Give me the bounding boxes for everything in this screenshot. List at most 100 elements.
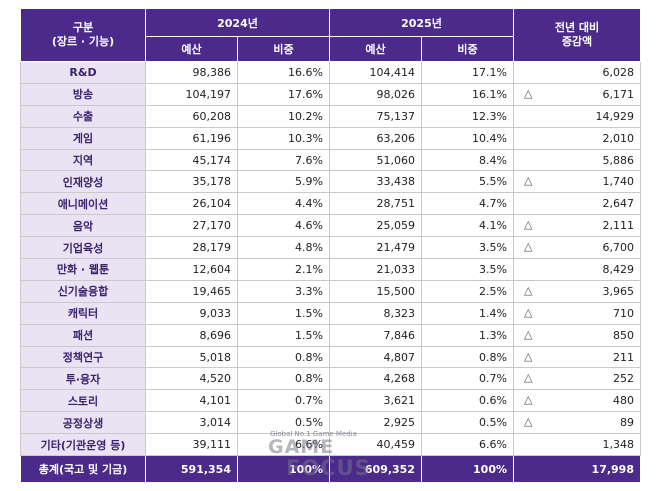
row-ratio-2025: 1.3%	[421, 323, 514, 347]
total-delta: 17,998	[513, 455, 641, 484]
row-ratio-2025: 0.5%	[421, 411, 514, 435]
row-ratio-2025: 4.1%	[421, 214, 514, 238]
row-name: 투·융자	[20, 367, 146, 391]
table-row: 기타(기관운영 등) 39,111 6.6% 40,459 6.6% 1,348	[20, 433, 641, 457]
row-ratio-2025: 12.3%	[421, 104, 514, 128]
header-category-line2: (장르 · 기능)	[51, 35, 115, 48]
decrease-triangle-icon: △	[524, 327, 533, 341]
total-row: 총계(국고 및 기금) 591,354 100% 609,352 100% 17…	[20, 455, 641, 484]
row-budget-2024: 19,465	[145, 279, 238, 303]
table-row: 신기술융합 19,465 3.3% 15,500 2.5% △ 3,965	[20, 279, 641, 303]
row-budget-2025: 40,459	[329, 433, 422, 457]
row-ratio-2024: 0.8%	[237, 345, 330, 369]
table-row: 스토리 4,101 0.7% 3,621 0.6% △ 480	[20, 389, 641, 413]
row-name: 게임	[20, 126, 146, 150]
row-budget-2024: 60,208	[145, 104, 238, 128]
row-ratio-2024: 0.7%	[237, 389, 330, 413]
row-ratio-2024: 4.8%	[237, 236, 330, 260]
header-category: 구분 (장르 · 기능)	[20, 8, 146, 62]
row-ratio-2024: 17.6%	[237, 82, 330, 106]
row-budget-2024: 4,101	[145, 389, 238, 413]
row-name: 음악	[20, 214, 146, 238]
row-delta-value: 710	[613, 306, 634, 320]
row-budget-2024: 104,197	[145, 82, 238, 106]
row-budget-2024: 39,111	[145, 433, 238, 457]
row-budget-2024: 4,520	[145, 367, 238, 391]
row-budget-2024: 28,179	[145, 236, 238, 260]
row-budget-2024: 8,696	[145, 323, 238, 347]
table-row: 수출 60,208 10.2% 75,137 12.3% 14,929	[20, 104, 641, 128]
table-row: 캐릭터 9,033 1.5% 8,323 1.4% △ 710	[20, 301, 641, 325]
row-name: 애니메이션	[20, 192, 146, 216]
row-delta-value: 3,965	[602, 284, 635, 298]
table-row: 만화 · 웹툰 12,604 2.1% 21,033 3.5% 8,429	[20, 258, 641, 281]
row-delta-value: 6,171	[602, 87, 635, 101]
table-row: 게임 61,196 10.3% 63,206 10.4% 2,010	[20, 126, 641, 150]
header-ratio-2024: 비중	[237, 36, 330, 62]
row-budget-2025: 4,807	[329, 345, 422, 369]
row-ratio-2025: 17.1%	[421, 61, 514, 84]
row-budget-2025: 33,438	[329, 170, 422, 194]
row-budget-2025: 3,621	[329, 389, 422, 413]
row-delta-value: 2,010	[602, 131, 635, 145]
table-footer: 총계(국고 및 기금) 591,354 100% 609,352 100% 17…	[20, 455, 641, 484]
row-budget-2025: 21,479	[329, 236, 422, 260]
row-ratio-2024: 0.5%	[237, 411, 330, 435]
row-delta: 2,010	[513, 126, 641, 150]
table-row: R&D 98,386 16.6% 104,414 17.1% 6,028	[20, 61, 641, 84]
decrease-triangle-icon: △	[524, 218, 533, 232]
header-budget-2025: 예산	[329, 36, 422, 62]
row-budget-2025: 4,268	[329, 367, 422, 391]
row-delta-value: 211	[613, 350, 634, 364]
row-budget-2025: 21,033	[329, 258, 422, 281]
row-name: 방송	[20, 82, 146, 106]
row-budget-2024: 45,174	[145, 148, 238, 172]
row-budget-2024: 3,014	[145, 411, 238, 435]
row-budget-2025: 98,026	[329, 82, 422, 106]
row-name: 기업육성	[20, 236, 146, 260]
row-name: 정책연구	[20, 345, 146, 369]
header-budget-2024: 예산	[145, 36, 238, 62]
row-delta: △ 6,700	[513, 236, 641, 260]
header-change-line2: 증감액	[561, 35, 593, 48]
table-row: 지역 45,174 7.6% 51,060 8.4% 5,886	[20, 148, 641, 172]
table-row: 정책연구 5,018 0.8% 4,807 0.8% △ 211	[20, 345, 641, 369]
decrease-triangle-icon: △	[524, 240, 533, 254]
table-row: 공정상생 3,014 0.5% 2,925 0.5% △ 89	[20, 411, 641, 435]
row-delta: △ 6,171	[513, 82, 641, 106]
row-ratio-2024: 2.1%	[237, 258, 330, 281]
row-name: 공정상생	[20, 411, 146, 435]
header-ratio-2025: 비중	[421, 36, 514, 62]
row-ratio-2024: 4.4%	[237, 192, 330, 216]
row-budget-2025: 15,500	[329, 279, 422, 303]
row-name: 스토리	[20, 389, 146, 413]
row-delta: 2,647	[513, 192, 641, 216]
row-ratio-2024: 5.9%	[237, 170, 330, 194]
row-name: 패션	[20, 323, 146, 347]
row-ratio-2024: 16.6%	[237, 61, 330, 84]
row-ratio-2025: 10.4%	[421, 126, 514, 150]
table-row: 패션 8,696 1.5% 7,846 1.3% △ 850	[20, 323, 641, 347]
row-name: R&D	[20, 61, 146, 84]
row-delta: △ 710	[513, 301, 641, 325]
row-ratio-2025: 1.4%	[421, 301, 514, 325]
row-delta: 6,028	[513, 61, 641, 84]
decrease-triangle-icon: △	[524, 305, 533, 319]
row-budget-2025: 25,059	[329, 214, 422, 238]
row-ratio-2024: 1.5%	[237, 301, 330, 325]
row-ratio-2025: 4.7%	[421, 192, 514, 216]
row-ratio-2024: 1.5%	[237, 323, 330, 347]
row-budget-2024: 26,104	[145, 192, 238, 216]
total-ratio-2025: 100%	[421, 455, 514, 484]
total-budget-2024: 591,354	[145, 455, 238, 484]
table-body: R&D 98,386 16.6% 104,414 17.1% 6,028 방송 104,197…	[20, 61, 641, 457]
row-ratio-2025: 3.5%	[421, 258, 514, 281]
row-ratio-2025: 0.7%	[421, 367, 514, 391]
row-ratio-2024: 10.3%	[237, 126, 330, 150]
table-row: 인재양성 35,178 5.9% 33,438 5.5% △ 1,740	[20, 170, 641, 194]
row-budget-2025: 51,060	[329, 148, 422, 172]
row-budget-2025: 2,925	[329, 411, 422, 435]
total-ratio-2024: 100%	[237, 455, 330, 484]
decrease-triangle-icon: △	[524, 415, 533, 429]
total-name: 총계(국고 및 기금)	[20, 455, 146, 484]
